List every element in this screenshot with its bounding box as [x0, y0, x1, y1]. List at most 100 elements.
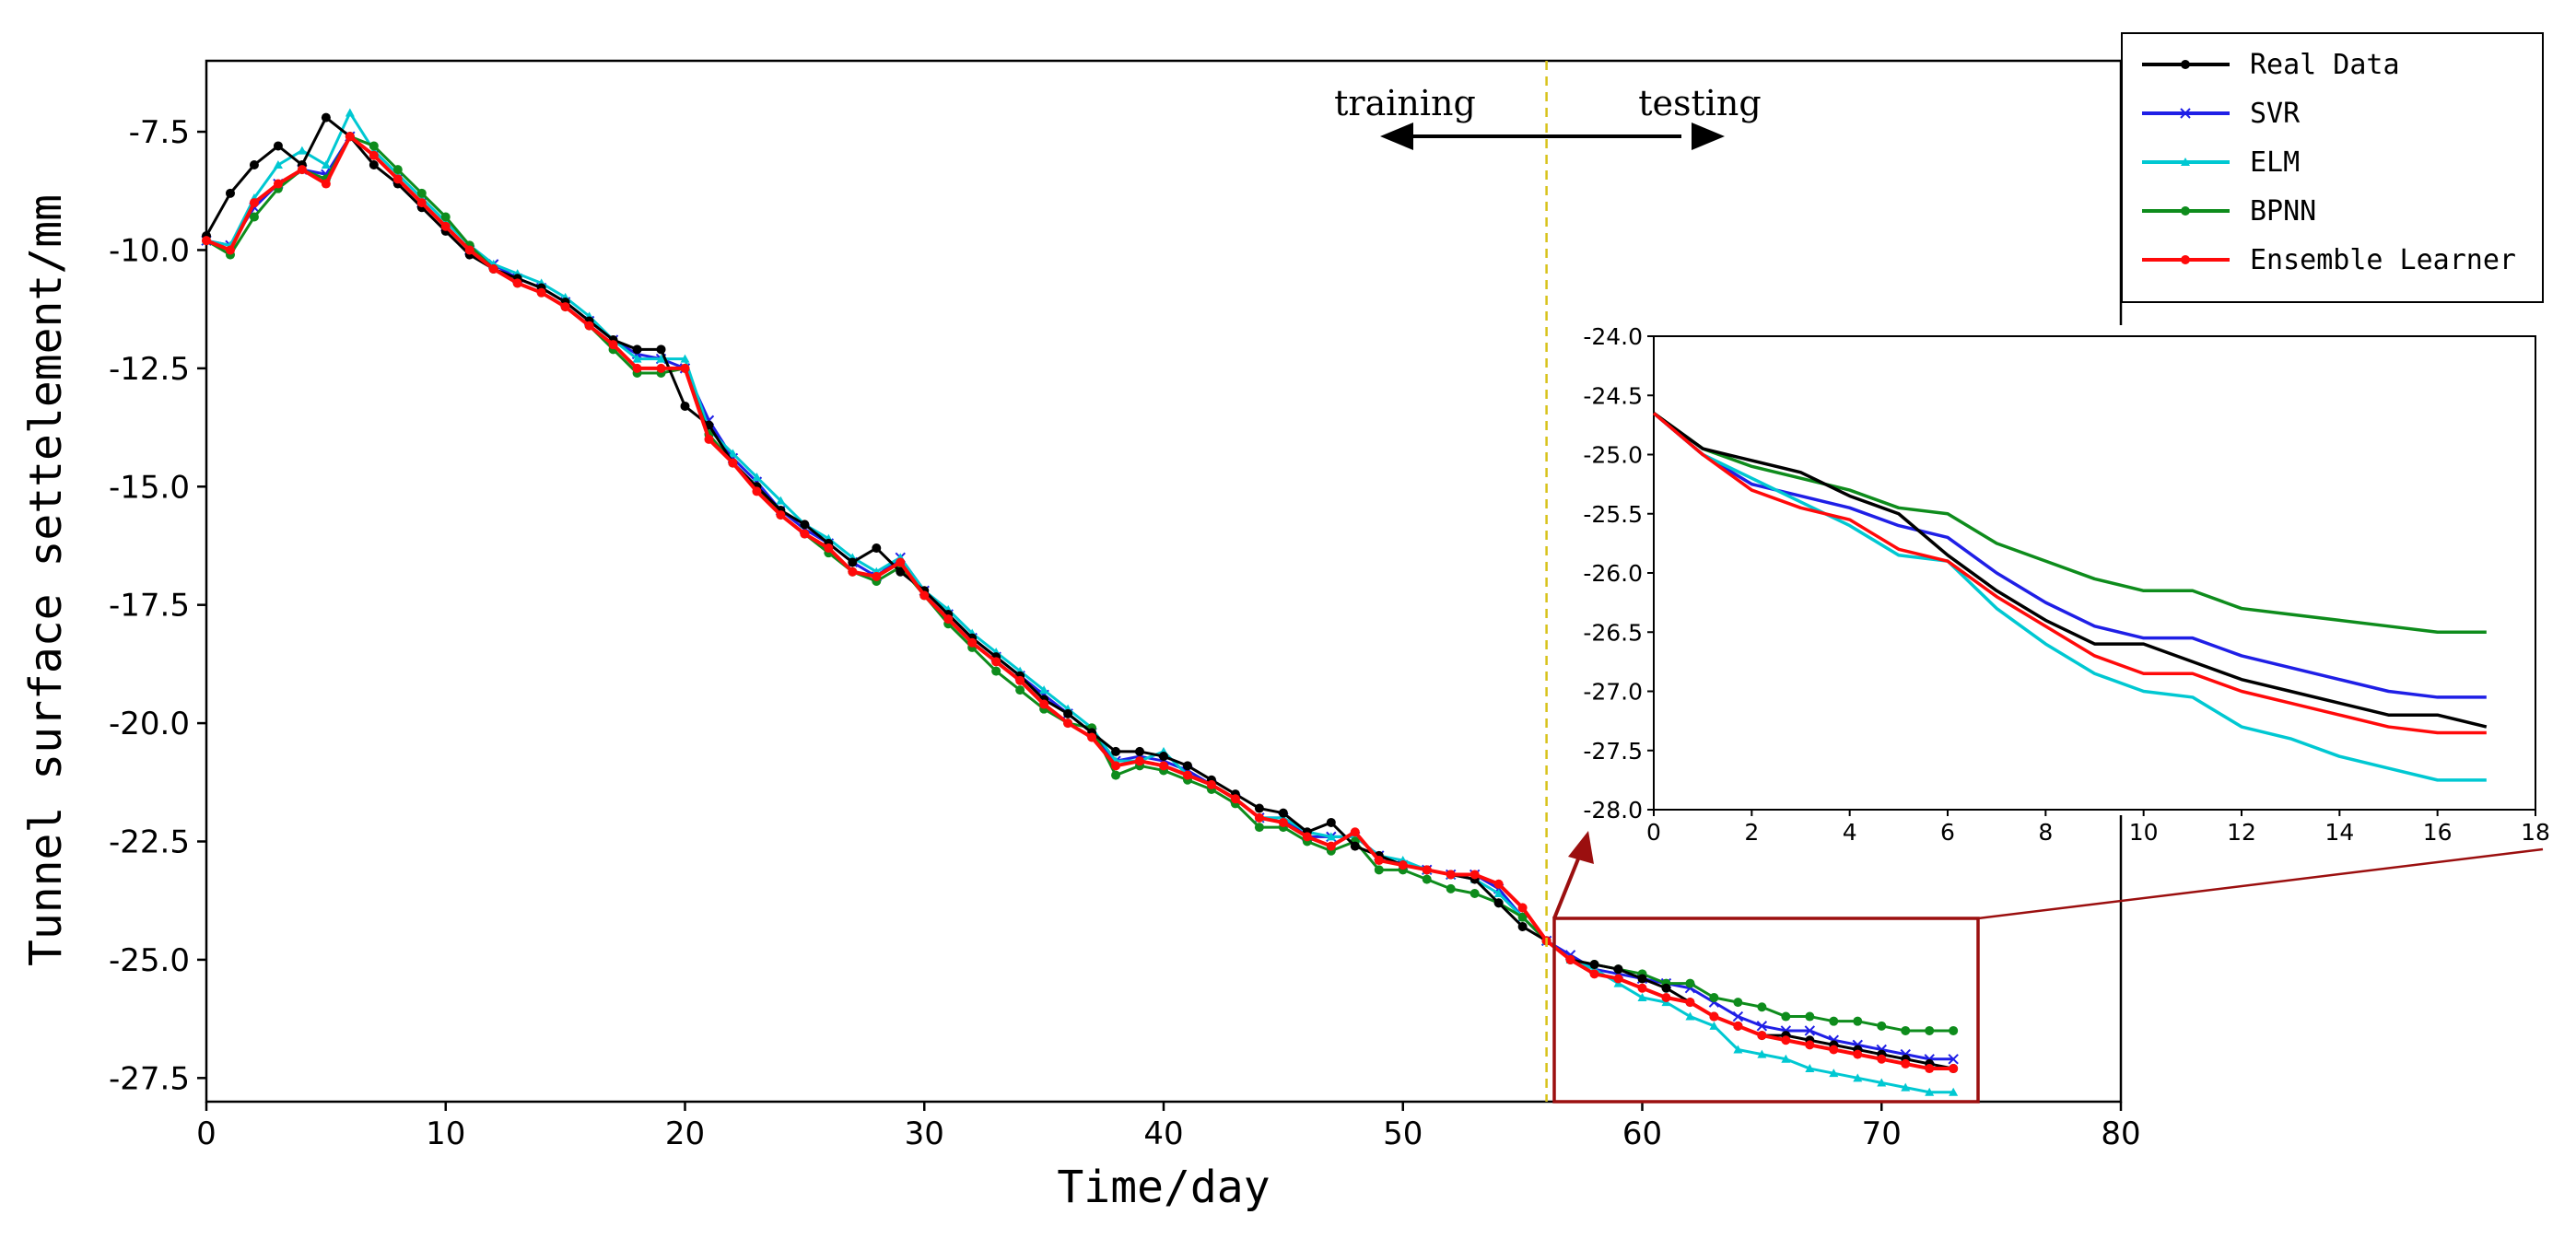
- real-data-point: [1613, 964, 1623, 975]
- elm-point: [273, 160, 283, 169]
- ensemble-learner-point: [919, 590, 930, 601]
- ensemble-learner-point: [872, 571, 882, 581]
- elm-point: [776, 496, 786, 505]
- y-tick-label: -10.0: [109, 232, 190, 269]
- ensemble-learner-point: [824, 543, 834, 554]
- inset-x-tick-label: 6: [1940, 819, 1955, 846]
- ensemble-learner-point: [632, 363, 642, 373]
- ensemble-learner-point: [416, 198, 427, 208]
- elm-point: [321, 160, 331, 169]
- ensemble-learner-point: [1469, 870, 1480, 880]
- inset-y-tick-label: -27.0: [1583, 679, 1643, 706]
- x-tick-label: 40: [1143, 1115, 1183, 1152]
- bpnn-point: [1111, 770, 1121, 780]
- ensemble-learner-point: [1853, 1049, 1863, 1059]
- legend-label: BPNN: [2250, 195, 2316, 228]
- bpnn-point: [1925, 1025, 1935, 1035]
- ensemble-learner-point: [1949, 1064, 1959, 1074]
- ensemble-learner-point: [1182, 770, 1192, 780]
- y-tick-label: -27.5: [109, 1060, 190, 1097]
- elm-point: [632, 354, 642, 363]
- inset-y-tick-label: -26.5: [1583, 619, 1643, 646]
- x-tick-label: 10: [426, 1115, 465, 1152]
- training-label: training: [1334, 83, 1476, 123]
- inset-y-tick-label: -24.5: [1583, 382, 1643, 409]
- ensemble-learner-point: [1613, 974, 1623, 984]
- split-arrow: [1380, 123, 1725, 150]
- ensemble-learner-point: [776, 510, 786, 520]
- real-data-point: [1350, 841, 1360, 851]
- bpnn-point: [1733, 998, 1743, 1008]
- zoom-region-box: [1552, 917, 1980, 1104]
- real-data-point: [632, 345, 642, 355]
- ensemble-learner-point: [1278, 817, 1288, 827]
- ensemble-learner-point: [297, 165, 307, 175]
- real-data-point: [1278, 808, 1288, 818]
- main-plot-marks: [201, 108, 1959, 1096]
- legend-marker: [2181, 60, 2190, 69]
- bpnn-point: [440, 212, 451, 222]
- elm-point: [1326, 832, 1336, 841]
- elm-point: [1901, 1082, 1911, 1092]
- ensemble-learner-point: [225, 245, 235, 255]
- bpnn-point: [1469, 889, 1480, 898]
- real-data-point: [225, 188, 235, 198]
- real-data-point: [872, 543, 882, 554]
- elm-point: [1829, 1069, 1839, 1078]
- ensemble-learner-point: [464, 245, 474, 255]
- bpnn-point: [1949, 1025, 1959, 1035]
- zoom-arrow-head: [1568, 831, 1594, 864]
- legend-item-svr: SVR: [2142, 98, 2301, 130]
- ensemble-learner-point: [1039, 699, 1049, 709]
- bpnn-point: [991, 666, 1001, 676]
- testing-label: testing: [1638, 83, 1761, 123]
- real-data-point: [1589, 960, 1599, 970]
- ensemble-learner-point: [680, 363, 690, 373]
- x-tick-label: 0: [196, 1115, 217, 1152]
- svr-point: [1948, 1054, 1959, 1065]
- bpnn-point: [369, 141, 379, 151]
- ensemble-learner-point: [249, 198, 259, 208]
- bpnn-point: [1446, 883, 1456, 893]
- ensemble-learner-point: [1015, 675, 1025, 685]
- x-tick-label: 50: [1383, 1115, 1423, 1152]
- real-data-point: [800, 520, 810, 530]
- inset-svr-line: [1652, 412, 2487, 699]
- inset-x-tick-label: 16: [2423, 819, 2453, 846]
- ensemble-learner-point: [704, 434, 714, 444]
- real-data-point: [1326, 817, 1336, 827]
- legend-marker: [2181, 158, 2190, 166]
- ensemble-learner-point: [1326, 841, 1336, 851]
- elm-point: [1709, 1021, 1719, 1030]
- elm-point: [1925, 1087, 1935, 1096]
- ensemble-learner-point: [1302, 832, 1312, 842]
- inset-x-tick-label: 0: [1646, 819, 1661, 846]
- inset-y-tick-label: -26.0: [1583, 560, 1643, 587]
- inset-x-tick-label: 8: [2038, 819, 2053, 846]
- bpnn-point: [1757, 1002, 1767, 1012]
- inset-y-tick-label: -27.5: [1583, 738, 1643, 765]
- bpnn-point: [392, 165, 403, 175]
- ensemble-learner-point: [967, 637, 978, 648]
- ensemble-learner-point: [1063, 718, 1073, 729]
- ensemble-learner-point: [1350, 827, 1360, 837]
- bpnn-point: [1781, 1011, 1791, 1022]
- inset-plot-frame: [1653, 335, 2536, 811]
- y-tick-label: -12.5: [109, 351, 190, 388]
- bpnn-point: [1805, 1011, 1815, 1022]
- ensemble-learner-point: [1901, 1058, 1911, 1069]
- y-tick-label: -22.5: [109, 824, 190, 861]
- bpnn-point: [249, 212, 259, 222]
- bpnn-point: [1901, 1025, 1911, 1035]
- real-data-point: [249, 160, 259, 169]
- bpnn-point: [1422, 874, 1432, 884]
- ensemble-learner-point: [321, 179, 331, 189]
- inset-x-tick-label: 14: [2324, 819, 2354, 846]
- x-tick-label: 30: [905, 1115, 944, 1152]
- ensemble-learner-point: [656, 363, 666, 373]
- elm-point: [1685, 1011, 1695, 1021]
- bpnn-point: [1829, 1016, 1839, 1026]
- bpnn-point: [1709, 993, 1719, 1002]
- ensemble-learner-point: [560, 302, 570, 312]
- ensemble-learner-point: [943, 614, 954, 625]
